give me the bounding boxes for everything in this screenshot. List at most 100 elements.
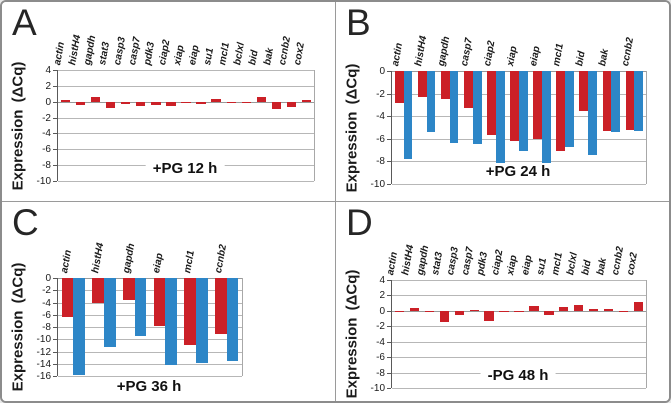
category-label: actin	[51, 41, 67, 66]
gridline	[58, 133, 314, 135]
y-tick-mark	[53, 165, 57, 167]
category-label: bclxl	[232, 41, 248, 66]
y-tick-mark	[53, 117, 57, 119]
category-label: xiap	[172, 44, 187, 66]
category-label: bid	[574, 50, 588, 67]
category-label: gapdh	[435, 35, 452, 67]
bar-blue	[542, 71, 551, 163]
category-label: casp3	[445, 246, 462, 276]
gridline	[58, 149, 314, 151]
category-label: gapdh	[120, 242, 137, 274]
bar-blue	[449, 71, 459, 144]
category-label: cox2	[624, 251, 640, 276]
gridline	[58, 327, 242, 328]
category-label: casp7	[458, 37, 475, 67]
category-label: casp7	[126, 36, 143, 66]
bar-red	[215, 278, 227, 334]
y-tick-mark	[53, 133, 57, 135]
y-tick-label: -8	[376, 367, 385, 379]
y-axis-title: Expression (ΔCq)	[343, 269, 361, 399]
y-tick-mark	[387, 280, 391, 281]
bar-red	[556, 71, 566, 152]
category-label: bid	[579, 259, 594, 276]
y-tick-mark	[53, 85, 57, 87]
panel-c: C Expression (ΔCq) +PG 36 h 0 -2 -4 -6 -8 -10…	[2, 201, 335, 401]
bar-red	[136, 101, 146, 107]
gridline	[392, 388, 646, 389]
y-tick-label: -8	[376, 156, 385, 168]
gridline	[58, 117, 314, 119]
gridline	[392, 295, 646, 297]
gridline	[58, 302, 242, 304]
y-tick-label: -10	[370, 383, 385, 394]
y-tick-mark	[53, 363, 57, 365]
y-tick-mark	[387, 326, 391, 328]
category-label: bak	[262, 47, 277, 66]
gridline	[392, 184, 646, 185]
y-tick-label: -6	[376, 133, 385, 145]
bar-red	[533, 71, 543, 139]
category-label: histH4	[66, 33, 83, 66]
gridline	[58, 181, 314, 182]
category-label: su1	[202, 47, 217, 66]
bar-red	[544, 310, 554, 315]
y-tick-mark	[387, 184, 391, 185]
y-tick-mark	[387, 116, 391, 118]
bar-red	[424, 310, 434, 313]
category-label: histH4	[412, 34, 429, 67]
y-tick-mark	[53, 327, 57, 328]
bar-red	[417, 71, 427, 97]
bar-red	[454, 310, 464, 316]
bar-blue	[634, 71, 644, 131]
y-tick-label: -6	[376, 352, 385, 364]
y-tick-mark	[53, 101, 57, 103]
bar-red	[618, 310, 629, 312]
y-tick-label: 4	[45, 65, 51, 76]
category-label: su1	[535, 257, 549, 276]
gridline	[58, 278, 242, 279]
bar-red	[559, 307, 569, 311]
y-tick-mark	[387, 357, 391, 359]
y-tick-mark	[53, 376, 57, 377]
bar-red	[92, 278, 104, 303]
y-tick-label: -8	[42, 160, 51, 172]
bar-red	[574, 305, 584, 311]
category-label: histH4	[90, 241, 107, 274]
y-tick-mark	[387, 310, 391, 312]
category-label: casp7	[460, 246, 477, 276]
category-label: pdk3	[475, 251, 491, 276]
bar-red	[484, 310, 494, 321]
bar-blue	[104, 278, 116, 347]
bar-red	[394, 71, 404, 103]
bar-red	[579, 71, 589, 111]
category-label: ccnb2	[212, 243, 229, 274]
gridline	[58, 363, 242, 365]
y-tick-mark	[387, 295, 391, 297]
bar-red	[271, 101, 281, 109]
y-tick-mark	[53, 181, 57, 182]
panel-title: +PG 24 h	[478, 163, 558, 181]
y-tick-label: -6	[42, 144, 51, 156]
category-label: xiap	[505, 45, 520, 67]
gridline	[58, 376, 242, 377]
y-tick-label: -2	[42, 112, 51, 124]
y-tick-mark	[53, 351, 57, 353]
bar-red	[211, 99, 221, 102]
bar-red	[196, 101, 206, 105]
y-tick-label: 2	[45, 80, 51, 92]
y-tick-label: -4	[376, 111, 385, 123]
category-label: eiap	[187, 44, 202, 66]
bar-red	[123, 278, 135, 301]
y-axis-title: Expression (ΔCq)	[343, 63, 361, 192]
category-label: xiap	[505, 254, 520, 276]
bar-blue	[588, 71, 598, 155]
category-label: ccnb2	[620, 36, 637, 67]
y-tick-mark	[53, 339, 57, 341]
gridline	[58, 314, 242, 316]
bar-red	[226, 101, 236, 103]
bar-blue	[196, 278, 208, 363]
category-label: gapdh	[415, 244, 432, 276]
bar-red	[241, 101, 251, 104]
y-tick-label: 0	[45, 96, 51, 108]
bar-red	[499, 310, 509, 312]
